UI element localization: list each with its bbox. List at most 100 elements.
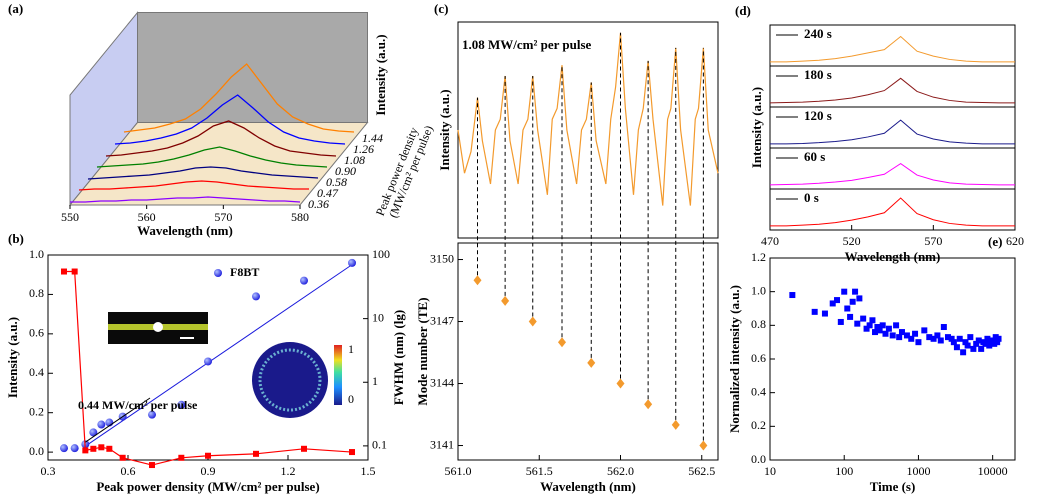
marker (204, 357, 212, 366)
y-axis-label: Intensity (a.u.) (749, 87, 764, 168)
x-tick-label: 10 (764, 464, 776, 478)
y2-axis-label: FWHM (nm) (lg) (391, 310, 406, 405)
x-tick-label: 561.5 (526, 464, 553, 478)
marker (829, 300, 836, 307)
marker (253, 450, 259, 457)
y2-tick-label: 100 (372, 247, 390, 261)
marker (501, 295, 510, 306)
marker (876, 327, 883, 334)
marker (948, 335, 955, 342)
marker (860, 315, 867, 322)
marker (97, 420, 106, 429)
y-tick-label: 1.0 (751, 283, 766, 297)
marker (872, 329, 879, 336)
marker (978, 345, 985, 352)
inset-image (108, 312, 208, 344)
marker (847, 313, 854, 320)
y2-tick-label: 1 (372, 374, 378, 388)
colorbar-tick-label: 0 (348, 392, 354, 406)
panel-label: (e) (988, 234, 1002, 249)
marker (940, 324, 947, 331)
spectrum (70, 196, 301, 203)
marker (854, 320, 861, 327)
panel-label: (c) (434, 1, 448, 16)
spectrum (769, 77, 1015, 104)
marker (252, 292, 260, 301)
marker (866, 322, 873, 329)
legend-label: 0 s (804, 190, 819, 205)
marker (994, 339, 1001, 346)
marker (106, 445, 113, 452)
depth-tick-label: 0.58 (326, 175, 347, 189)
marker (644, 399, 653, 410)
marker (973, 340, 980, 347)
y-tick-label: 0.6 (29, 326, 44, 340)
marker (956, 335, 963, 342)
y-axis-label: Intensity (a.u.) (437, 89, 452, 170)
legend-label: F8BT (230, 265, 259, 279)
depth-tick-label: 0.90 (335, 164, 356, 178)
marker (889, 332, 896, 339)
y-tick-label: 1.2 (751, 250, 766, 264)
spectrum (770, 119, 1015, 145)
spectrum (114, 94, 346, 145)
marker (90, 445, 97, 452)
spectrum (769, 162, 1015, 186)
panel-label: (d) (735, 3, 751, 18)
y-tick-label: 3150 (430, 251, 454, 265)
x-tick-label: 0.6 (121, 464, 136, 478)
marker (587, 357, 596, 368)
depth-tick-label: 0.36 (308, 197, 329, 211)
x-tick-label: 580 (291, 210, 309, 224)
marker (205, 452, 211, 459)
marker (528, 316, 537, 327)
legend-label: 60 s (804, 149, 825, 164)
marker (975, 337, 982, 344)
x-axis-label: Wavelength (nm) (137, 223, 233, 238)
marker (789, 292, 796, 299)
marker (863, 325, 870, 332)
x-tick-label: 620 (1006, 234, 1024, 248)
x-tick-label: 562.5 (688, 464, 715, 478)
plot-frame (769, 24, 1016, 231)
marker (937, 337, 944, 344)
marker (950, 339, 957, 346)
x-tick-label: 1000 (906, 464, 930, 478)
y-axis-label: Intensity (a.u.) (5, 317, 20, 398)
y-tick-label: 0.4 (751, 384, 766, 398)
marker (984, 335, 991, 342)
x-tick-label: 561.0 (445, 464, 472, 478)
marker (811, 308, 818, 315)
back-wall (137, 12, 368, 123)
marker (912, 330, 919, 337)
legend-marker (214, 269, 222, 277)
marker (699, 440, 708, 451)
marker (71, 268, 78, 275)
legend-label: 180 s (804, 67, 832, 82)
x-tick-label: 1.2 (281, 464, 296, 478)
marker (898, 329, 905, 336)
y-tick-label: 3144 (430, 375, 454, 389)
x-tick-label: 470 (761, 234, 779, 248)
marker (852, 288, 859, 295)
marker (930, 335, 937, 342)
y-tick-label: 3141 (430, 437, 454, 451)
marker (178, 454, 185, 461)
marker (837, 318, 844, 325)
marker (119, 454, 126, 461)
spectrum (770, 197, 1015, 227)
marker (986, 342, 993, 349)
marker (849, 298, 856, 305)
marker (908, 335, 915, 342)
x-tick-label: 562.0 (607, 464, 634, 478)
x-axis-label: Wavelength (nm) (540, 479, 636, 494)
marker (896, 334, 903, 341)
panel-label: (a) (8, 1, 23, 16)
marker (944, 334, 951, 341)
x-tick-label: 570 (214, 210, 232, 224)
spectrum (457, 32, 719, 206)
depth-tick-label: 0.47 (317, 186, 339, 200)
y-axis-label: Normalized intensity (a.u.) (727, 285, 742, 433)
spectrum (105, 120, 337, 157)
